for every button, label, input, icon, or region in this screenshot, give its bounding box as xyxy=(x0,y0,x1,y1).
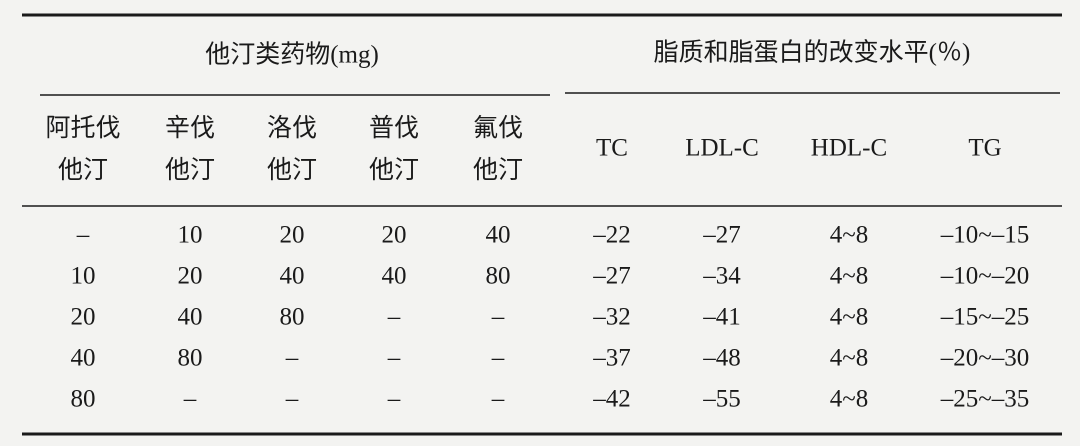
cell: –34 xyxy=(702,263,741,290)
cell: 20 xyxy=(280,222,305,249)
cell: 4~8 xyxy=(830,222,869,249)
cell: 4~8 xyxy=(830,345,869,372)
cell: 20 xyxy=(71,304,96,331)
cell: – xyxy=(491,304,505,331)
column-header: TC xyxy=(596,135,628,162)
column-header: HDL-C xyxy=(811,135,887,162)
group-header: 他汀类药物(mg) xyxy=(205,41,379,69)
cell: 40 xyxy=(280,263,305,290)
cell: – xyxy=(491,386,505,413)
cell: 4~8 xyxy=(830,386,869,413)
cell: – xyxy=(183,386,197,413)
cell: –25~–35 xyxy=(940,386,1030,413)
cell: 4~8 xyxy=(830,263,869,290)
cell: 40 xyxy=(178,304,203,331)
group-header: 脂质和脂蛋白的改变水平(％) xyxy=(654,39,971,67)
cell: –22 xyxy=(592,222,631,249)
column-header: 洛伐他汀 xyxy=(267,114,317,184)
column-header: 普伐他汀 xyxy=(369,114,419,184)
cell: – xyxy=(387,345,401,372)
cell: – xyxy=(387,304,401,331)
column-header: TG xyxy=(968,135,1001,162)
cell: 80 xyxy=(280,304,305,331)
cell: –55 xyxy=(702,386,741,413)
cell: 80 xyxy=(71,386,96,413)
cell: –37 xyxy=(592,345,631,372)
cell: – xyxy=(76,222,90,249)
column-header: 阿托伐他汀 xyxy=(45,114,120,184)
cell: 40 xyxy=(71,345,96,372)
column-header: LDL-C xyxy=(685,135,759,162)
cell: 80 xyxy=(486,263,511,290)
cell: 10 xyxy=(178,222,203,249)
cell: –41 xyxy=(702,304,741,331)
cell: –42 xyxy=(592,386,631,413)
cell: –10~–15 xyxy=(940,222,1030,249)
cell: 4~8 xyxy=(830,304,869,331)
cell: –32 xyxy=(592,304,631,331)
cell: – xyxy=(285,386,299,413)
column-header: 辛伐他汀 xyxy=(165,114,215,184)
cell: – xyxy=(285,345,299,372)
cell: –27 xyxy=(702,222,741,249)
cell: 20 xyxy=(382,222,407,249)
cell: –10~–20 xyxy=(940,263,1030,290)
column-header: 氟伐他汀 xyxy=(473,114,523,184)
cell: – xyxy=(387,386,401,413)
cell: 10 xyxy=(71,263,96,290)
cell: –15~–25 xyxy=(940,304,1030,331)
cell: –48 xyxy=(702,345,741,372)
cell: 20 xyxy=(178,263,203,290)
cell: 40 xyxy=(382,263,407,290)
cell: –27 xyxy=(592,263,631,290)
cell: 40 xyxy=(486,222,511,249)
cell: – xyxy=(491,345,505,372)
cell: 80 xyxy=(178,345,203,372)
cell: –20~–30 xyxy=(940,345,1030,372)
